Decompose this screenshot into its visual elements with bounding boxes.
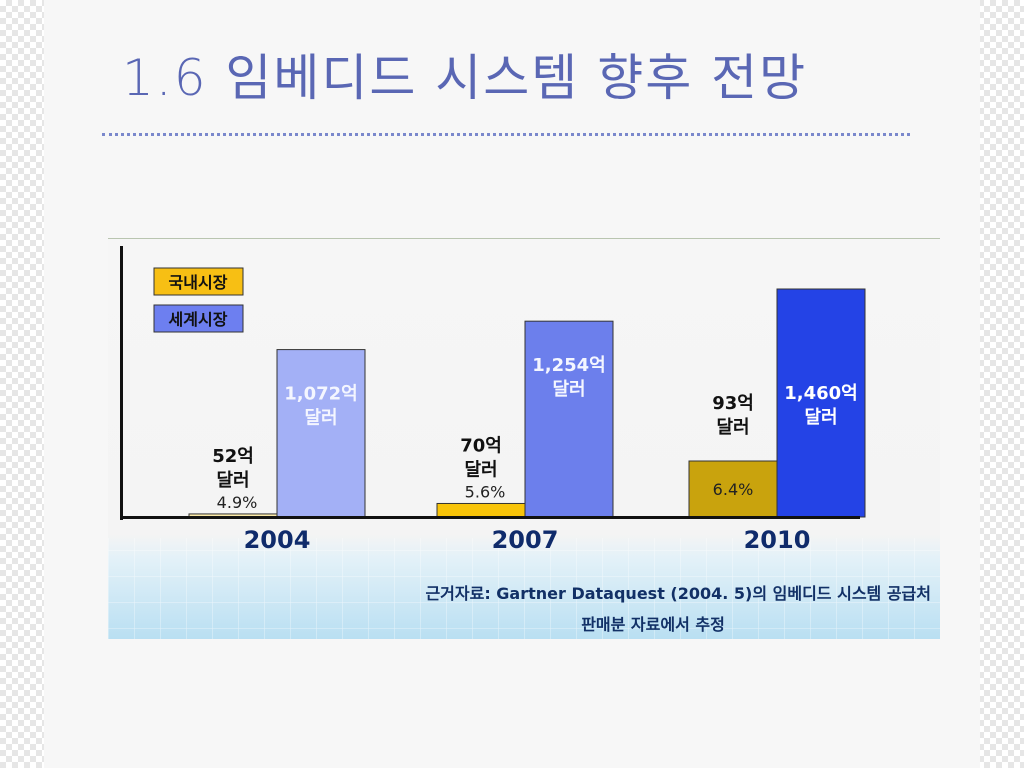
chart-grid: [108, 538, 940, 639]
axes-layer: [120, 246, 860, 520]
label-world-value-2004: 1,072억 달러: [284, 384, 358, 429]
label-world-value-2007: 1,254억 달러: [532, 355, 606, 400]
bar-world-2007: [524, 320, 614, 518]
label-world-value-2010: 1,460억 달러: [784, 383, 858, 428]
y-axis-line: [120, 246, 123, 520]
x-tick-2007: 2007: [492, 526, 559, 554]
x-tick-2004: 2004: [244, 526, 311, 554]
legend-swatch-world: [153, 304, 244, 333]
bars-layer: [188, 288, 866, 518]
label-domestic-value-2010: 93억 달러: [712, 393, 754, 438]
label-share-2010: 6.4%: [713, 480, 754, 499]
source-note-line-1: 근거자료: Gartner Dataquest (2004. 5)의 임베디드 …: [425, 584, 931, 603]
legend-swatch-domestic: [153, 267, 244, 296]
title-divider: [102, 133, 910, 136]
market-forecast-chart: 52억 달러 4.9% 1,072억 달러 2004 70억 달러 5.6% 1,254억 달러 20…: [108, 238, 940, 639]
legend-label-domestic: 국내시장: [169, 273, 228, 292]
bar-world-2004: [276, 349, 366, 518]
source-note-line-2: 판매분 자료에서 추정: [581, 615, 725, 634]
label-domestic-value-2004: 52억 달러: [212, 446, 254, 491]
legend-label-world: 세계시장: [169, 310, 228, 329]
bar-world-2010: [776, 288, 866, 518]
source-note: 근거자료: Gartner Dataquest (2004. 5)의 임베디드 …: [425, 584, 931, 634]
x-tick-2010: 2010: [744, 526, 811, 554]
chart-canvas: 52억 달러 4.9% 1,072억 달러 2004 70억 달러 5.6% 1,254억 달러 20…: [108, 238, 940, 639]
bar-domestic-2010: [688, 460, 778, 518]
chart-top-border: [108, 238, 940, 239]
label-share-2004: 4.9%: [217, 493, 258, 512]
x-axis-line: [120, 516, 860, 519]
labels-layer: 52억 달러 4.9% 1,072억 달러 2004 70억 달러 5.6% 1,254억 달러 20…: [212, 355, 858, 554]
label-domestic-value-2007: 70억 달러: [460, 435, 502, 480]
label-share-2007: 5.6%: [465, 482, 506, 501]
bar-domestic-2007: [436, 502, 526, 518]
slide-title: 1.6 임베디드 시스템 향후 전망: [122, 49, 808, 107]
